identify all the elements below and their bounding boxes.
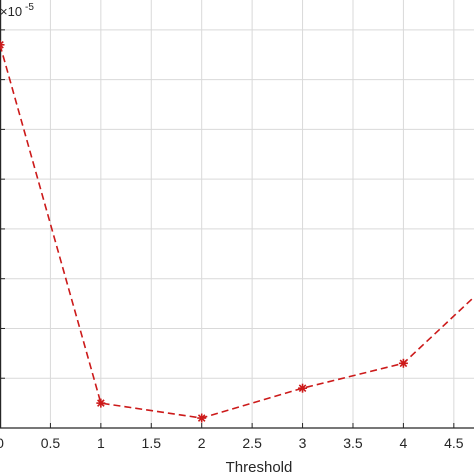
x-tick-label: 3 [299, 435, 307, 451]
y-exponent-power: -5 [25, 2, 34, 13]
data-point-marker [0, 40, 5, 50]
x-tick-label: 1 [97, 435, 105, 451]
marker-stroke [197, 414, 206, 422]
data-point-marker [398, 358, 408, 368]
axes-layer [0, 0, 474, 429]
marker-stroke [399, 359, 408, 368]
tick-label-layer: 0 0.5 1 1.5 2 2.5 3 3.5 4 4.5 [0, 435, 464, 451]
x-tick-label: 2 [198, 435, 206, 451]
x-tick-label: 3.5 [343, 435, 363, 451]
data-point-marker [96, 398, 106, 408]
data-point-marker [298, 383, 308, 393]
series-layer [0, 40, 474, 423]
x-tick-label: 0.5 [41, 435, 61, 451]
marker-stroke [97, 399, 105, 407]
marker-stroke [298, 384, 307, 392]
x-tick-label: 0 [0, 435, 4, 451]
x-tick-label: 4 [400, 435, 408, 451]
series-line [0, 44, 474, 419]
marker-stroke [0, 43, 4, 49]
x-tick-label: 4.5 [444, 435, 464, 451]
data-point-marker [197, 413, 207, 423]
grid-layer [0, 0, 474, 428]
x-axis-label: Threshold [226, 459, 293, 474]
x-tick-label: 2.5 [242, 435, 262, 451]
y-exponent-base: ×10 [0, 4, 22, 19]
marker-stroke [0, 40, 4, 46]
x-tick-label: 1.5 [142, 435, 162, 451]
